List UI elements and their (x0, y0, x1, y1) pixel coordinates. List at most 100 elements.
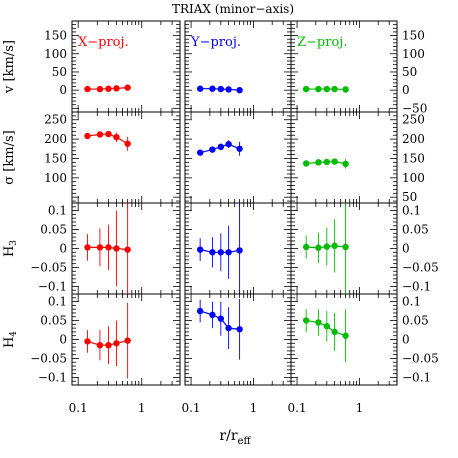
data-point (105, 85, 112, 92)
y-axis-label-H4: H4 (2, 331, 19, 348)
data-point (217, 249, 225, 256)
data-point (196, 149, 204, 156)
y-tick-label-right: 100 (402, 171, 425, 185)
data-point (84, 132, 91, 140)
y-tick-label-right: 0 (402, 333, 410, 347)
panel-frame (290, 111, 398, 204)
data-point (302, 243, 310, 251)
y-tick-label-right: 200 (402, 132, 425, 146)
data-point (96, 341, 104, 349)
data-point (236, 326, 243, 333)
y-tick-label-right: 0 (402, 83, 410, 97)
data-point (209, 249, 216, 256)
y-tick-label-left: −0.05 (30, 351, 67, 365)
x-axis-label-main: r/r (219, 428, 237, 444)
data-series (196, 203, 243, 294)
y-tick-label-right: 0.05 (402, 223, 429, 237)
data-series (302, 203, 349, 294)
y-tick-label-left: 150 (44, 29, 67, 43)
data-point (209, 85, 216, 92)
panel-frame (290, 293, 398, 386)
data-point (113, 245, 120, 252)
y-tick-label-left: 0.05 (40, 223, 67, 237)
data-point (124, 246, 131, 253)
data-point (331, 242, 338, 250)
y-tick-label-right: −0.1 (402, 279, 431, 293)
data-series (84, 302, 131, 379)
data-point (225, 140, 232, 148)
data-point (113, 340, 120, 347)
data-point (315, 319, 322, 326)
x-axis-label: r/reff (219, 428, 251, 447)
y-tick-label-left: −0.1 (38, 370, 67, 384)
panel-frame (71, 111, 181, 204)
x-tick-label: 0.1 (181, 401, 200, 415)
y-tick-label-right: 50 (402, 65, 417, 79)
data-point (315, 85, 322, 93)
data-point (196, 246, 204, 253)
data-point (225, 86, 232, 93)
data-point (105, 130, 112, 138)
data-point (315, 159, 322, 166)
x-axis-label-sub: eff (238, 436, 252, 447)
data-point (331, 328, 338, 336)
data-point (236, 145, 243, 152)
data-point (217, 143, 225, 151)
data-series (196, 298, 243, 360)
data-point (84, 85, 91, 93)
data-point (236, 247, 243, 254)
data-point (323, 85, 331, 93)
y-axis-label-sub: 4 (9, 331, 19, 337)
data-point (217, 315, 225, 322)
data-series (196, 85, 243, 94)
data-point (196, 85, 204, 92)
data-point (84, 338, 91, 345)
data-series (196, 140, 243, 156)
x-tick-label: 1 (356, 401, 364, 415)
data-point (302, 85, 310, 93)
data-point (124, 337, 131, 344)
data-point (96, 131, 104, 138)
data-point (342, 160, 349, 168)
y-axis-label-sub: 3 (9, 240, 19, 246)
y-tick-label-right: 50 (402, 190, 417, 204)
data-point (315, 244, 322, 251)
data-point (84, 244, 91, 251)
data-point (342, 332, 349, 339)
y-tick-label-right: −50 (402, 101, 427, 115)
y-axis-label-v: v [km/s] (2, 40, 17, 94)
data-point (124, 140, 131, 147)
y-tick-label-left: 0.1 (48, 295, 67, 309)
data-point (113, 133, 120, 141)
data-point (331, 158, 338, 165)
data-point (225, 324, 232, 332)
data-point (217, 85, 225, 93)
y-tick-label-left: −0.1 (38, 279, 67, 293)
data-point (323, 323, 331, 330)
data-point (331, 85, 338, 93)
x-tick-label: 1 (250, 401, 258, 415)
projection-label: Y−proj. (190, 35, 241, 50)
data-series (84, 84, 131, 93)
data-point (196, 307, 204, 315)
projection-label: X−proj. (78, 35, 129, 50)
data-point (96, 85, 104, 93)
data-point (105, 244, 112, 251)
y-tick-label-right: 0.1 (402, 204, 421, 218)
data-point (302, 317, 310, 324)
y-axis-label-main: H (2, 246, 17, 257)
data-series (84, 203, 131, 294)
data-point (342, 86, 349, 93)
y-tick-label-left: 100 (44, 171, 67, 185)
y-tick-label-left: 50 (52, 65, 67, 79)
y-tick-label-left: −0.05 (30, 260, 67, 274)
y-tick-label-left: 250 (44, 113, 67, 127)
x-tick-label: 0.1 (69, 401, 88, 415)
y-tick-label-right: −0.05 (402, 351, 439, 365)
y-tick-label-left: 0 (59, 242, 67, 256)
chart-title: TRIAX (minor−axis) (172, 2, 294, 16)
y-tick-label-left: 0.05 (40, 314, 67, 328)
y-tick-label-left: 100 (44, 47, 67, 61)
y-tick-label-right: 0.1 (402, 295, 421, 309)
